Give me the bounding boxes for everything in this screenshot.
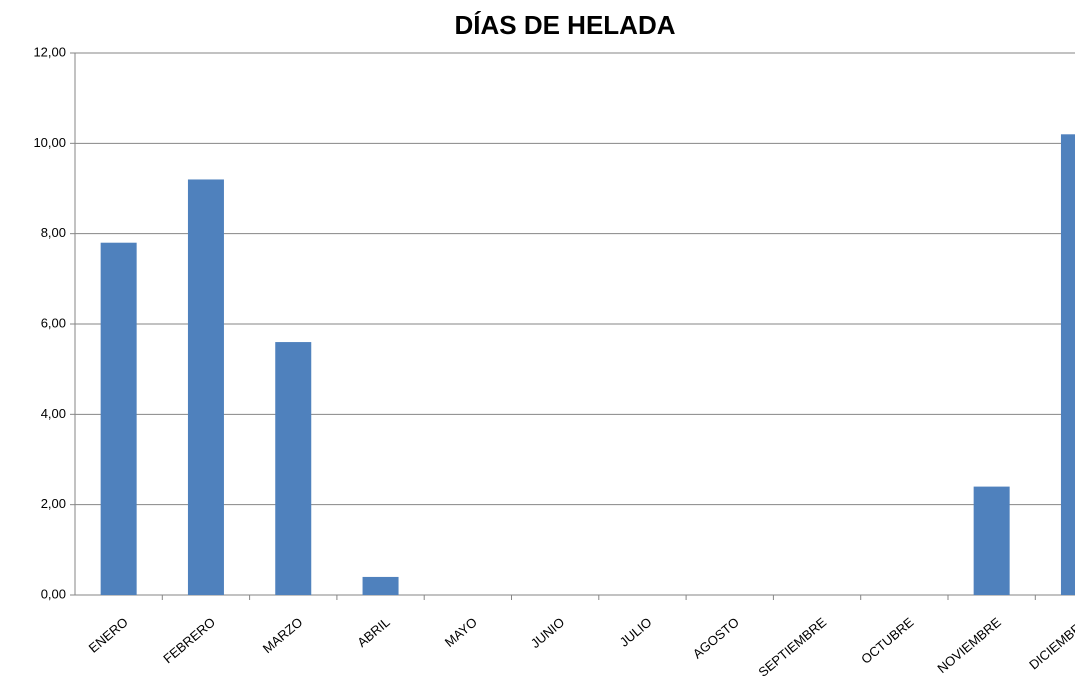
bar — [1060, 134, 1075, 596]
y-tick-label: 12,00 — [33, 44, 66, 59]
x-tick-label: ENERO — [86, 614, 131, 655]
x-tick-label: DICIEMBRE — [1026, 614, 1075, 672]
x-tick-label: MARZO — [260, 614, 306, 656]
chart-title: DÍAS DE HELADA — [454, 10, 675, 40]
y-tick-label: 0,00 — [41, 586, 66, 601]
y-tick-label: 10,00 — [33, 135, 66, 150]
y-tick-label: 8,00 — [41, 225, 66, 240]
x-tick-label: MAYO — [442, 614, 480, 649]
y-tick-label: 4,00 — [41, 406, 66, 421]
bar — [187, 179, 224, 595]
bar — [973, 486, 1010, 595]
bar — [100, 242, 137, 595]
x-tick-label: JUNIO — [528, 614, 568, 651]
x-tick-label: SEPTIEMBRE — [755, 614, 829, 680]
y-tick-label: 6,00 — [41, 315, 66, 330]
bar — [362, 576, 399, 595]
y-tick-label: 2,00 — [41, 496, 66, 511]
x-tick-label: AGOSTO — [690, 614, 742, 661]
x-tick-label: OCTUBRE — [858, 614, 917, 667]
x-tick-label: NOVIEMBRE — [934, 614, 1004, 676]
x-tick-label: FEBRERO — [160, 614, 218, 666]
x-tick-label: ABRIL — [354, 614, 392, 650]
bar — [275, 342, 312, 595]
x-tick-label: JULIO — [617, 614, 655, 649]
